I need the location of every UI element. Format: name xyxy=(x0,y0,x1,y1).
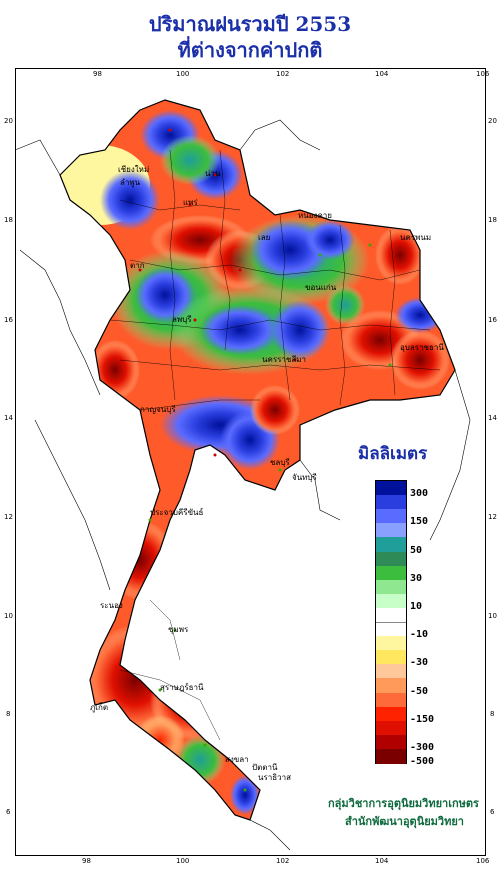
legend-colorbar xyxy=(375,480,407,764)
legend-swatch xyxy=(376,495,406,511)
x-tick-bottom: 106 xyxy=(476,857,490,865)
y-tick-left: 14 xyxy=(4,414,13,422)
legend-swatch xyxy=(376,748,406,764)
label-chumphon: ชุมพร xyxy=(168,625,189,634)
y-tick-right: 20 xyxy=(488,117,497,125)
x-tick-bottom: 100 xyxy=(176,857,190,865)
x-tick-bottom: 102 xyxy=(276,857,290,865)
legend-swatch xyxy=(376,692,406,708)
label-ranong: ระนอง xyxy=(100,601,123,610)
label-kanchanaburi: กาญจนบุรี xyxy=(140,405,176,414)
y-tick-right: 6 xyxy=(490,808,495,816)
x-tick-bottom: 98 xyxy=(82,857,91,865)
label-nakhonphanom: นครพนม xyxy=(400,233,431,242)
credit-line1: กลุ่มวิชาการอุตุนิยมวิทยาเกษตร xyxy=(328,797,479,810)
legend-label: -10 xyxy=(410,629,429,641)
credit-line2: สำนักพัฒนาอุตุนิยมวิทยา xyxy=(345,815,464,828)
x-tick-top: 100 xyxy=(176,70,190,78)
province-borders xyxy=(109,149,441,741)
x-tick-top: 102 xyxy=(276,70,290,78)
legend-swatch xyxy=(376,678,406,694)
legend-swatch xyxy=(376,650,406,666)
legend-swatch xyxy=(376,509,406,525)
legend-swatch xyxy=(376,579,406,595)
y-tick-left: 6 xyxy=(6,808,11,816)
x-tick-top: 98 xyxy=(93,70,102,78)
y-tick-left: 16 xyxy=(4,316,13,324)
label-phuket: ภูเก็ต xyxy=(90,702,108,713)
label-lopburi: ลพบุรี xyxy=(172,315,192,324)
neighbor-borders xyxy=(14,119,471,851)
y-tick-left: 20 xyxy=(4,117,13,125)
y-tick-left: 12 xyxy=(4,513,13,521)
legend-swatch xyxy=(376,734,406,750)
legend-swatch xyxy=(376,523,406,539)
label-songkhla: สงขลา xyxy=(225,755,249,764)
label-loei: เลย xyxy=(258,233,270,242)
legend-label: 150 xyxy=(410,516,429,528)
label-nongkhai: หนองคาย xyxy=(298,211,332,220)
legend-label: -30 xyxy=(410,657,429,669)
province-labels: เชียงใหม่ ลำพูน น่าน แพร่ หนองคาย นครพนม… xyxy=(90,165,444,782)
label-chiangmai: เชียงใหม่ xyxy=(118,165,149,174)
legend-title: มิลลิเมตร xyxy=(358,444,428,464)
label-phrae: แพร่ xyxy=(183,198,198,207)
legend-separator xyxy=(376,622,406,623)
label-pattani: ปัตตานี xyxy=(252,763,278,772)
legend-swatch xyxy=(376,664,406,680)
y-tick-left: 8 xyxy=(6,710,11,718)
legend-swatch xyxy=(376,607,406,623)
y-tick-right: 12 xyxy=(488,513,497,521)
legend-label: -150 xyxy=(410,713,435,725)
label-khonkaen: ขอนแก่น xyxy=(305,283,337,292)
legend-label: -50 xyxy=(410,685,429,697)
label-narathiwat: นราธิวาส xyxy=(258,773,291,782)
label-suratthani: สุราษฎร์ธานี xyxy=(160,682,204,692)
thailand-outline xyxy=(59,99,456,821)
y-tick-right: 8 xyxy=(490,710,495,718)
legend-swatch xyxy=(376,720,406,736)
y-tick-right: 18 xyxy=(488,216,497,224)
y-tick-left: 10 xyxy=(4,612,13,620)
legend-swatch xyxy=(376,481,406,496)
x-tick-top: 104 xyxy=(375,70,389,78)
label-nan: น่าน xyxy=(205,169,221,178)
legend-label: -500 xyxy=(410,756,435,767)
label-chanthaburi: จันทบุรี xyxy=(292,473,318,482)
legend-swatch xyxy=(376,565,406,581)
map-title: ปริมาณฝนรวมปี 2553 xyxy=(148,12,352,36)
y-tick-right: 14 xyxy=(488,414,497,422)
label-chonburi: ชลบุรี xyxy=(270,458,290,467)
label-tak: ตาก xyxy=(130,261,145,270)
legend-swatch xyxy=(376,622,406,637)
legend-swatch xyxy=(376,551,406,567)
legend-swatch xyxy=(376,537,406,553)
legend-swatch xyxy=(376,636,406,652)
legend-label: 50 xyxy=(410,544,423,556)
y-tick-left: 18 xyxy=(4,216,13,224)
legend-swatch xyxy=(376,593,406,609)
label-nakhonratchasima: นครราชสีมา xyxy=(262,355,306,364)
legend-label: -300 xyxy=(410,741,435,753)
label-lamphun: ลำพูน xyxy=(120,178,141,188)
y-tick-right: 16 xyxy=(488,316,497,324)
label-prachuap: ประจวบคีรีขันธ์ xyxy=(150,507,204,517)
legend-label: 30 xyxy=(410,572,423,584)
legend-label: 300 xyxy=(410,488,429,500)
label-ubon: อุบลราชธานี xyxy=(400,343,444,352)
y-tick-right: 10 xyxy=(488,612,497,620)
x-tick-bottom: 104 xyxy=(375,857,389,865)
station-markers xyxy=(138,128,392,792)
map-subtitle: ที่ต่างจากค่าปกติ xyxy=(177,38,323,62)
legend-swatch xyxy=(376,706,406,722)
x-tick-top: 106 xyxy=(476,70,490,78)
legend-label: 10 xyxy=(410,600,423,612)
